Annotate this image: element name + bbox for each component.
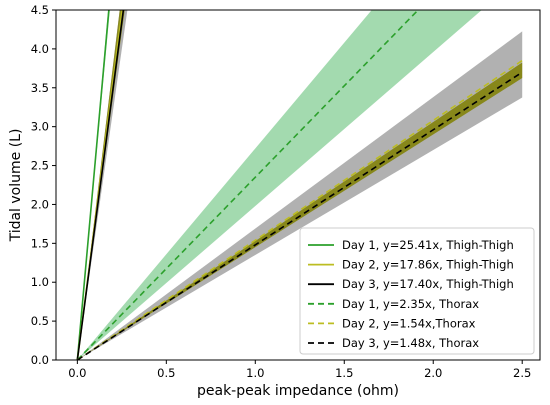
x-tick-label: 2.5 <box>513 366 531 380</box>
legend-label: Day 1, y=2.35x, Thorax <box>342 297 479 311</box>
x-tick-label: 1.5 <box>335 366 353 380</box>
y-tick-label: 1.5 <box>31 236 49 250</box>
y-tick-label: 4.5 <box>31 3 49 17</box>
y-tick-label: 1.0 <box>31 275 49 289</box>
band-4 <box>77 10 482 360</box>
y-tick-label: 0.5 <box>31 314 49 328</box>
band-3 <box>77 10 128 360</box>
y-tick-label: 3.0 <box>31 120 49 134</box>
y-tick-label: 2.5 <box>31 159 49 173</box>
x-tick-label: 0.5 <box>157 366 175 380</box>
x-tick-label: 1.0 <box>246 366 264 380</box>
x-tick-label: 0.0 <box>68 366 86 380</box>
legend: Day 1, y=25.41x, Thigh-Thigh Day 2, y=17.… <box>299 227 535 355</box>
x-axis-ticks: 0.0 0.5 1.0 1.5 2.0 2.5 <box>68 360 531 380</box>
legend-label: Day 3, y=17.40x, Thigh-Thigh <box>342 277 514 291</box>
legend-label: Day 2, y=17.86x, Thigh-Thigh <box>342 258 514 272</box>
y-tick-label: 2.0 <box>31 197 49 211</box>
legend-label: Day 1, y=25.41x, Thigh-Thigh <box>342 238 514 252</box>
y-axis-label: Tidal volume (L) <box>8 129 24 243</box>
plot-frame <box>55 9 541 361</box>
y-axis-ticks: 0.0 0.5 1.0 1.5 2.0 2.5 3.0 3.5 4.0 4.5 <box>31 3 56 367</box>
series-line-6 <box>76 71 523 360</box>
legend-label: Day 3, y=1.48x, Thorax <box>342 336 479 350</box>
x-axis-label: peak-peak impedance (ohm) <box>197 383 399 399</box>
y-tick-label: 3.5 <box>31 81 49 95</box>
y-tick-label: 0.0 <box>31 353 49 367</box>
x-tick-label: 2.0 <box>424 366 442 380</box>
legend-label: Day 2, y=1.54x,Thorax <box>342 316 476 330</box>
regression-lines <box>76 10 523 360</box>
band-2 <box>77 10 125 360</box>
legend-box <box>299 227 535 355</box>
y-tick-label: 4.0 <box>31 42 49 56</box>
